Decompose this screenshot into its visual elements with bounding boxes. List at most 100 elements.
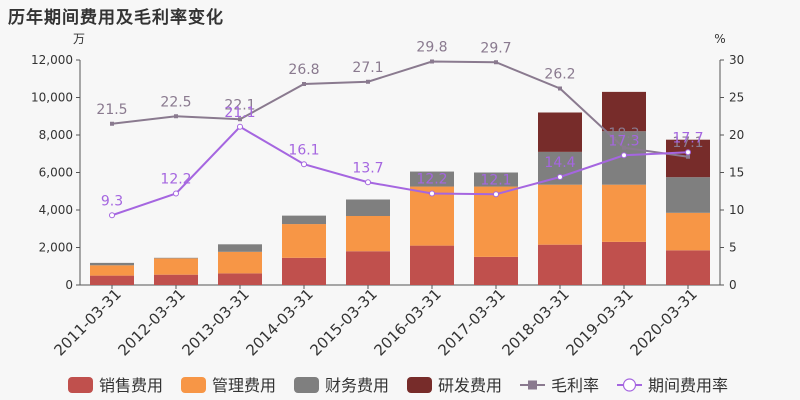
data-label: 22.1 — [224, 97, 255, 113]
x-tick-label: 2011-03-31 — [50, 285, 124, 359]
line-point — [238, 117, 242, 122]
right-axis-unit: % — [714, 32, 725, 46]
line-point — [237, 123, 243, 130]
chart-title: 历年期间费用及毛利率变化 — [8, 8, 224, 28]
right-tick-label: 30 — [729, 53, 744, 67]
legend-swatch — [68, 377, 93, 393]
legend-item[interactable]: 毛利率 — [520, 376, 599, 395]
data-label: 12.2 — [160, 172, 191, 188]
left-tick-label: 4,000 — [39, 203, 73, 217]
legend-swatch — [407, 377, 432, 393]
bar-segment — [90, 265, 134, 276]
bar-segment — [602, 241, 646, 285]
data-label: 21.5 — [96, 102, 127, 118]
bar-segment — [666, 250, 710, 285]
bar-segment — [410, 171, 454, 187]
bar-segment — [154, 257, 198, 259]
legend-item[interactable]: 销售费用 — [68, 376, 163, 395]
left-tick-label: 2,000 — [39, 241, 73, 255]
legend-swatch — [181, 377, 206, 393]
line-point — [430, 59, 434, 64]
data-label: 12.1 — [480, 172, 511, 188]
data-label: 27.1 — [352, 60, 383, 76]
x-tick-label: 2020-03-31 — [626, 285, 700, 359]
legend-item[interactable]: 管理费用 — [181, 376, 276, 395]
bar-segment — [154, 258, 198, 275]
bar-segment — [90, 275, 134, 285]
line-point — [686, 154, 690, 159]
series-line — [111, 60, 689, 158]
legend-label: 财务费用 — [325, 376, 389, 395]
right-tick-label: 10 — [729, 203, 744, 217]
data-label: 26.2 — [544, 67, 575, 83]
legend-label: 毛利率 — [551, 376, 599, 395]
legend-item[interactable]: 研发费用 — [407, 376, 502, 395]
bar-segment — [602, 91, 646, 132]
left-tick-label: 8,000 — [39, 128, 73, 142]
data-label: 9.3 — [101, 193, 123, 209]
bar-segment — [602, 184, 646, 242]
legend-marker — [528, 380, 537, 390]
line-point — [110, 121, 114, 126]
left-tick-label: 0 — [65, 278, 73, 292]
legend-label: 销售费用 — [99, 376, 163, 395]
series-line — [111, 125, 689, 217]
x-tick-label: 2013-03-31 — [178, 285, 252, 359]
bar-segment — [666, 177, 710, 213]
legend-label: 期间费用率 — [648, 376, 728, 395]
line-point — [685, 149, 691, 156]
line-point — [621, 152, 627, 159]
line-point — [429, 190, 435, 197]
line-point — [558, 86, 562, 91]
line-point — [174, 114, 178, 119]
bar-segment — [346, 216, 390, 252]
line-point — [366, 79, 370, 84]
bar-segment — [218, 251, 262, 274]
bar-segment — [474, 256, 518, 285]
x-tick-label: 2012-03-31 — [114, 285, 188, 359]
x-tick-label: 2019-03-31 — [562, 285, 636, 359]
left-tick-label: 10,000 — [31, 91, 73, 105]
line-point — [173, 190, 179, 197]
line-point — [365, 179, 371, 186]
bar-segment — [474, 172, 518, 187]
bar-segment — [90, 262, 134, 266]
right-tick-label: 5 — [729, 241, 737, 255]
bar-segment — [218, 244, 262, 252]
left-tick-label: 12,000 — [31, 53, 73, 67]
bar-segment — [282, 257, 326, 285]
data-label: 29.8 — [416, 40, 447, 56]
right-tick-label: 25 — [729, 91, 744, 105]
line-point — [622, 145, 626, 150]
data-label: 18.3 — [608, 126, 639, 142]
legend-marker — [622, 378, 637, 392]
legend-item[interactable]: 期间费用率 — [617, 376, 728, 395]
bar-segment — [410, 245, 454, 285]
x-tick-label: 2014-03-31 — [242, 285, 316, 359]
legend-label: 研发费用 — [438, 376, 502, 395]
bar-segment — [282, 224, 326, 258]
right-tick-label: 0 — [729, 278, 737, 292]
line-point — [109, 212, 115, 219]
x-tick-label: 2018-03-31 — [498, 285, 572, 359]
bar-segment — [218, 273, 262, 285]
bar-segment — [282, 215, 326, 225]
left-tick-label: 6,000 — [39, 166, 73, 180]
line-point — [494, 60, 498, 65]
bar-segment — [346, 251, 390, 285]
bar-segment — [538, 244, 582, 285]
line-point — [301, 161, 307, 168]
data-label: 16.1 — [288, 142, 319, 158]
bar-segment — [538, 112, 582, 152]
legend-item[interactable]: 财务费用 — [294, 376, 389, 395]
data-label: 12.2 — [416, 172, 447, 188]
legend-label: 管理费用 — [212, 376, 276, 395]
data-label: 17.7 — [672, 130, 703, 146]
data-label: 14.4 — [544, 155, 575, 171]
line-point — [302, 82, 306, 86]
line-point — [557, 174, 563, 180]
data-label: 17.1 — [672, 135, 703, 151]
legend-swatch — [294, 377, 319, 393]
